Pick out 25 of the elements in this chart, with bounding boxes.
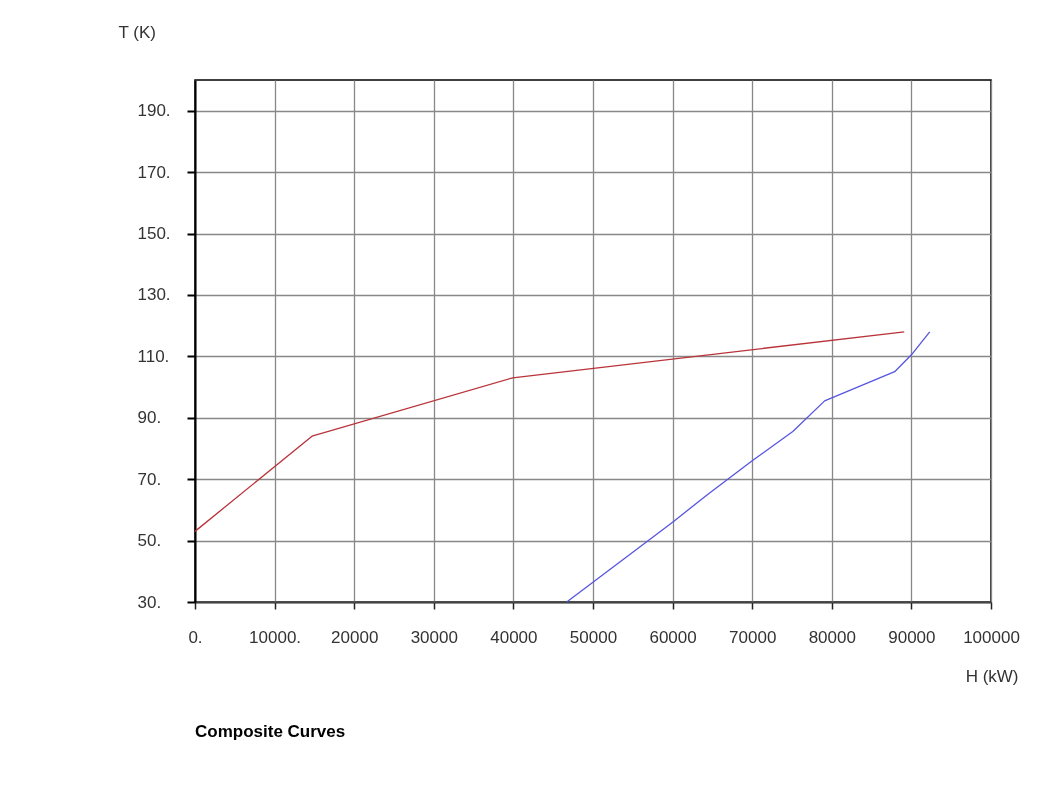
y-tick-label: 90. (137, 408, 162, 428)
y-tick-label: 150. (137, 224, 171, 244)
text: Composite Curves (195, 722, 346, 741)
y-tick-label: 50. (137, 531, 162, 551)
x-tick-label: 0. (188, 627, 203, 647)
line-series (194, 331, 905, 533)
x-axis-title: H (kW) (965, 666, 1019, 686)
x-tick-label: 80000 (808, 627, 856, 647)
x-tick-label: 60000 (649, 627, 697, 647)
y-tick-label: 170. (137, 162, 171, 182)
y-tick-label: 110. (137, 346, 170, 366)
y-tick-label: 30. (137, 592, 162, 612)
x-tick-label: 70000 (729, 627, 777, 647)
y-tick-label: 70. (137, 469, 162, 489)
x-tick-label: 40000 (490, 627, 538, 647)
x-tick-label: 90000 (888, 627, 936, 647)
x-tick-label: 50000 (569, 627, 618, 647)
y-tick-label: 130. (137, 285, 171, 305)
line-series (566, 331, 931, 603)
y-tick-label: 190. (137, 101, 171, 121)
x-tick-label: 30000 (410, 627, 458, 647)
y-axis-title: T (K) (118, 22, 156, 42)
x-tick-label: 20000 (331, 627, 379, 647)
x-tick-label: 100000 (963, 627, 1020, 647)
x-tick-label: 10000. (249, 627, 302, 647)
